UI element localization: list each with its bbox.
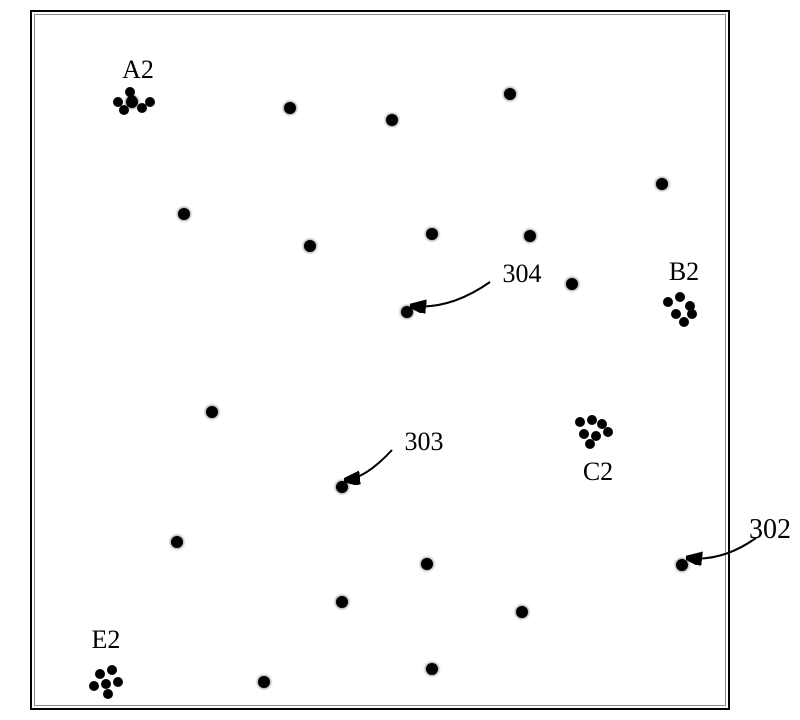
label-A2: A2 xyxy=(122,55,154,85)
scatter-dot xyxy=(178,208,190,220)
cluster-C2-dot xyxy=(575,417,585,427)
cluster-E2-dot xyxy=(107,665,117,675)
scatter-dot xyxy=(304,240,316,252)
plot-inner: A2 B2 C2 E2 304 303 xyxy=(32,12,728,708)
scatter-dot xyxy=(516,606,528,618)
cluster-E2-dot xyxy=(103,689,113,699)
label-C2: C2 xyxy=(583,457,613,487)
scatter-dot xyxy=(336,481,348,493)
label-303: 303 xyxy=(405,427,444,457)
cluster-E2-dot xyxy=(113,677,123,687)
cluster-E2-dot xyxy=(101,679,111,689)
cluster-B2-dot xyxy=(663,297,673,307)
cluster-B2-dot xyxy=(679,317,689,327)
scatter-dot xyxy=(676,559,688,571)
scatter-dot xyxy=(566,278,578,290)
cluster-C2-dot xyxy=(603,427,613,437)
plot-inner-border xyxy=(34,14,726,706)
scatter-dot xyxy=(401,306,413,318)
scatter-dot xyxy=(171,536,183,548)
label-302: 302 xyxy=(749,514,791,546)
scatter-dot xyxy=(336,596,348,608)
scatter-dot xyxy=(524,230,536,242)
cluster-C2-dot xyxy=(587,415,597,425)
cluster-A2-dot xyxy=(113,97,123,107)
scatter-dot xyxy=(656,178,668,190)
scatter-dot xyxy=(504,88,516,100)
cluster-A2-dot xyxy=(125,87,135,97)
scatter-dot xyxy=(386,114,398,126)
cluster-C2-dot xyxy=(579,429,589,439)
scatter-dot xyxy=(258,676,270,688)
scatter-dot xyxy=(426,663,438,675)
label-B2: B2 xyxy=(669,257,699,287)
scatter-dot xyxy=(421,558,433,570)
scatter-dot xyxy=(284,102,296,114)
cluster-A2-dot xyxy=(119,105,129,115)
label-304: 304 xyxy=(503,259,542,289)
cluster-C2-dot xyxy=(585,439,595,449)
cluster-A2-dot xyxy=(145,97,155,107)
cluster-E2-dot xyxy=(95,669,105,679)
scatter-dot xyxy=(206,406,218,418)
cluster-E2-dot xyxy=(89,681,99,691)
label-E2: E2 xyxy=(92,625,121,655)
scatter-dot xyxy=(426,228,438,240)
cluster-B2-dot xyxy=(687,309,697,319)
cluster-B2-dot xyxy=(675,292,685,302)
scatter-plot: A2 B2 C2 E2 304 303 xyxy=(30,10,730,710)
